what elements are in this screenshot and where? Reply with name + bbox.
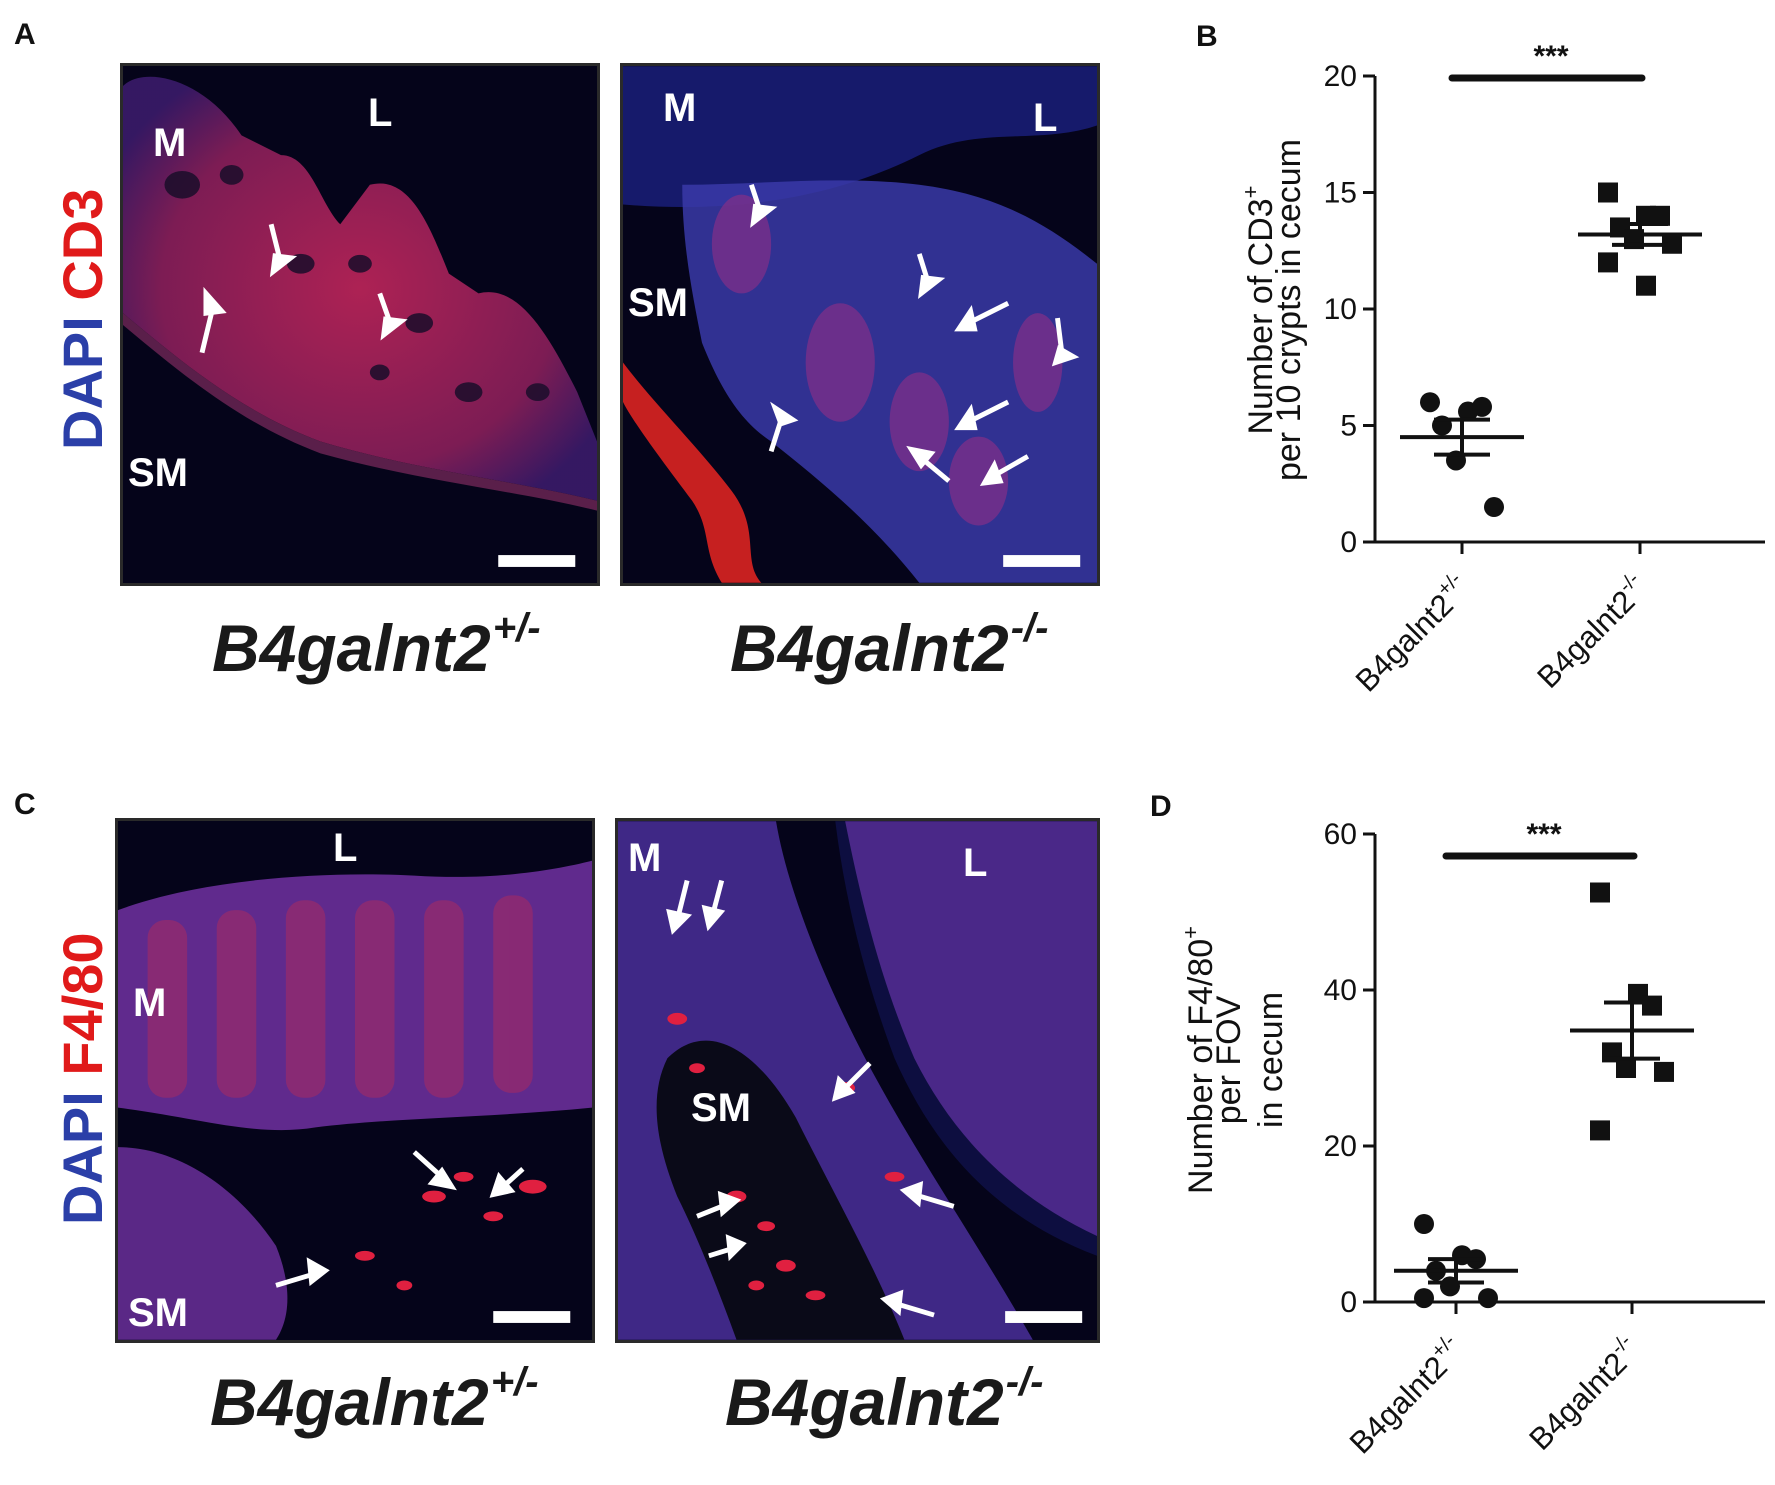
y-axis-label-line: per FOV — [1210, 995, 1248, 1124]
panel-d-plot-svg: 0 20 40 60 Number of F4/80+ per FOV in cecum B4… — [1178, 818, 1765, 1460]
region-label-sm: SM — [128, 451, 188, 495]
y-tick-label: 60 — [1324, 818, 1357, 851]
y-axis-label-line: Number of F4/80 — [1182, 939, 1220, 1194]
data-point-square — [1598, 252, 1618, 273]
panel-c-stain-label: DAPI F4/80 — [50, 932, 115, 1225]
y-axis-label-line: per 10 crypts in cecum — [1270, 139, 1308, 481]
x-category-label: B4galnt2+/- — [1347, 568, 1477, 698]
region-label-m: M — [663, 86, 697, 130]
y-tick-label: 15 — [1324, 177, 1357, 210]
panel-label-b: B — [1196, 20, 1218, 53]
panel-label-c: C — [14, 788, 36, 821]
data-point-square — [1590, 882, 1610, 903]
y-tick-label: 20 — [1324, 60, 1357, 93]
x-category-label: B4galnt2-/- — [1528, 568, 1655, 695]
cd3-stain-label: CD3 — [51, 188, 114, 301]
panel-a-stain-label: DAPI CD3 — [50, 189, 115, 450]
x-category-label: B4galnt2+/- — [1341, 1330, 1471, 1460]
region-label-m: M — [153, 121, 187, 165]
panel-d-scatter-plot: 0 20 40 60 Number of F4/80+ per FOV in cecum B4… — [1160, 800, 1770, 1480]
region-label-l: L — [368, 91, 393, 135]
region-label-l: L — [333, 826, 358, 870]
y-axis-label-sup: + — [1178, 926, 1203, 939]
genotype-sup: +/- — [490, 1360, 539, 1404]
panel-a-right-micrograph: M L SM — [620, 63, 1100, 586]
micrograph-tissue-illustration — [618, 821, 1097, 1340]
y-tick-label: 0 — [1340, 526, 1357, 559]
panel-a-left-micrograph: M L SM — [120, 63, 600, 586]
y-tick-label: 40 — [1324, 974, 1357, 1007]
y-tick-label: 20 — [1324, 1130, 1357, 1163]
x-category-base: B4galnt2 — [1522, 1346, 1633, 1457]
dapi-stain-label: DAPI — [51, 1091, 114, 1225]
data-point-square — [1590, 1120, 1610, 1141]
genotype-sup: -/- — [1010, 606, 1049, 650]
y-tick-label: 5 — [1340, 410, 1357, 443]
micrograph-tissue-illustration — [118, 860, 592, 1340]
data-point-circle — [1484, 497, 1504, 518]
panel-label-d: D — [1150, 790, 1172, 823]
panel-c-right-genotype: B4galnt2-/- — [725, 1360, 1044, 1440]
data-point-circle — [1472, 396, 1492, 417]
x-category-label: B4galnt2-/- — [1520, 1330, 1647, 1457]
region-label-sm: SM — [128, 1291, 188, 1335]
y-axis-label-line: Number of CD3 — [1242, 198, 1280, 434]
micrograph-tissue-illustration — [123, 76, 597, 567]
data-point-square — [1662, 233, 1682, 254]
genotype-base: B4galnt2 — [725, 1365, 1004, 1439]
genotype-base: B4galnt2 — [212, 611, 491, 685]
significance-stars: *** — [1526, 818, 1561, 851]
region-label-sm: SM — [628, 281, 688, 325]
f480-stain-label: F4/80 — [51, 932, 114, 1076]
data-point-circle — [1414, 1214, 1434, 1234]
panel-b-scatter-plot: 0 5 10 15 20 Number of CD3+ per 10 crypts in c… — [1200, 30, 1770, 730]
data-point-square — [1616, 1058, 1636, 1078]
data-point-circle — [1478, 1288, 1498, 1309]
y-axis-label-line: in cecum — [1252, 992, 1290, 1128]
dapi-stain-label: DAPI — [51, 316, 114, 450]
y-tick-label: 10 — [1324, 293, 1357, 326]
micrograph-tissue-illustration — [623, 66, 1097, 583]
significance-stars: *** — [1533, 40, 1568, 73]
region-label-l: L — [1033, 96, 1058, 140]
genotype-base: B4galnt2 — [730, 611, 1009, 685]
data-point-square — [1642, 995, 1662, 1016]
x-category-base: B4galnt2 — [1343, 1349, 1454, 1460]
region-label-m: M — [628, 836, 662, 880]
region-label-m: M — [133, 981, 167, 1025]
region-label-sm: SM — [691, 1086, 751, 1130]
data-point-square — [1650, 205, 1670, 226]
panel-label-a: A — [14, 18, 36, 51]
panel-c-left-micrograph: L M SM — [115, 818, 595, 1343]
x-category-base: B4galnt2 — [1530, 584, 1641, 695]
data-point-square — [1598, 182, 1618, 203]
y-axis-label: Number of F4/80+ per FOV in cecum — [1178, 926, 1290, 1194]
panel-a-right-genotype: B4galnt2-/- — [730, 606, 1049, 686]
x-category-base: B4galnt2 — [1349, 587, 1460, 698]
y-axis-label: Number of CD3+ per 10 crypts in cecum — [1238, 139, 1308, 481]
data-point-square — [1636, 275, 1656, 296]
panel-c-right-micrograph: M L SM — [615, 818, 1100, 1343]
panel-a-left-genotype: B4galnt2+/- — [212, 606, 541, 686]
genotype-sup: +/- — [492, 606, 541, 650]
data-point-square — [1654, 1061, 1674, 1082]
genotype-sup: -/- — [1005, 1360, 1044, 1404]
y-tick-label: 0 — [1340, 1286, 1357, 1319]
data-point-circle — [1414, 1288, 1434, 1309]
panel-b-plot-svg: 0 5 10 15 20 Number of CD3+ per 10 crypts in c… — [1238, 40, 1765, 698]
y-axis-label-sup: + — [1238, 185, 1263, 198]
panel-c-left-genotype: B4galnt2+/- — [210, 1360, 539, 1440]
data-point-circle — [1420, 392, 1440, 413]
region-label-l: L — [963, 841, 988, 885]
genotype-base: B4galnt2 — [210, 1365, 489, 1439]
